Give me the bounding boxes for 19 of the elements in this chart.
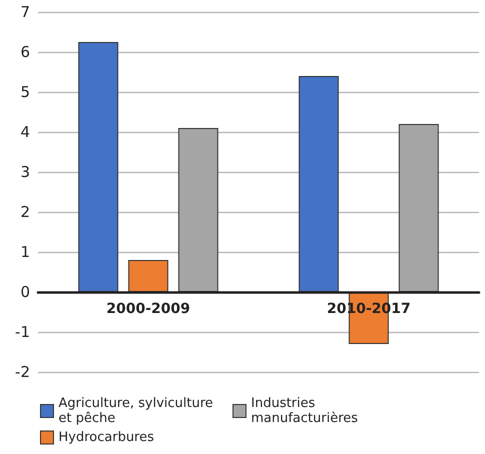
bar: [128, 260, 168, 292]
y-tick-label: 3: [20, 163, 30, 181]
y-tick-label: 4: [20, 123, 30, 141]
y-tick-label: 7: [20, 3, 30, 21]
bar: [398, 124, 439, 292]
y-tick-label: 2: [20, 203, 30, 221]
x-tick-label: 2000-2009: [106, 301, 190, 317]
y-tick-label: -1: [15, 323, 30, 341]
y-tick-label: 1: [20, 243, 30, 261]
bar: [78, 42, 118, 292]
bar: [298, 76, 339, 292]
legend-label: Agriculture, sylviculture et pêche: [58, 396, 218, 426]
y-tick-label: 0: [20, 283, 30, 301]
y-tick-label: -2: [15, 363, 30, 381]
y-tick-label: 6: [20, 43, 30, 61]
bar: [178, 128, 218, 292]
legend-label: Hydrocarbures: [58, 430, 154, 445]
legend-label: Industries manufacturières: [251, 396, 358, 426]
y-tick-label: 5: [20, 83, 30, 101]
